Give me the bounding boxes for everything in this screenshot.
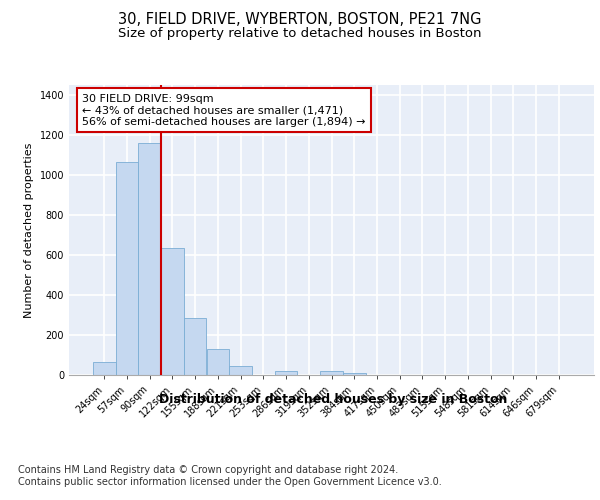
Bar	[206, 349, 229, 375]
Bar	[275, 370, 298, 375]
Bar	[116, 162, 139, 375]
Bar	[93, 362, 116, 375]
Text: Contains HM Land Registry data © Crown copyright and database right 2024.
Contai: Contains HM Land Registry data © Crown c…	[18, 465, 442, 486]
Bar	[229, 366, 252, 375]
Text: Distribution of detached houses by size in Boston: Distribution of detached houses by size …	[159, 392, 507, 406]
Y-axis label: Number of detached properties: Number of detached properties	[24, 142, 34, 318]
Text: 30 FIELD DRIVE: 99sqm
← 43% of detached houses are smaller (1,471)
56% of semi-d: 30 FIELD DRIVE: 99sqm ← 43% of detached …	[82, 94, 365, 127]
Text: 30, FIELD DRIVE, WYBERTON, BOSTON, PE21 7NG: 30, FIELD DRIVE, WYBERTON, BOSTON, PE21 …	[118, 12, 482, 28]
Text: Size of property relative to detached houses in Boston: Size of property relative to detached ho…	[118, 28, 482, 40]
Bar	[161, 248, 184, 375]
Bar	[139, 143, 161, 375]
Bar	[184, 318, 206, 375]
Bar	[343, 373, 365, 375]
Bar	[320, 370, 343, 375]
